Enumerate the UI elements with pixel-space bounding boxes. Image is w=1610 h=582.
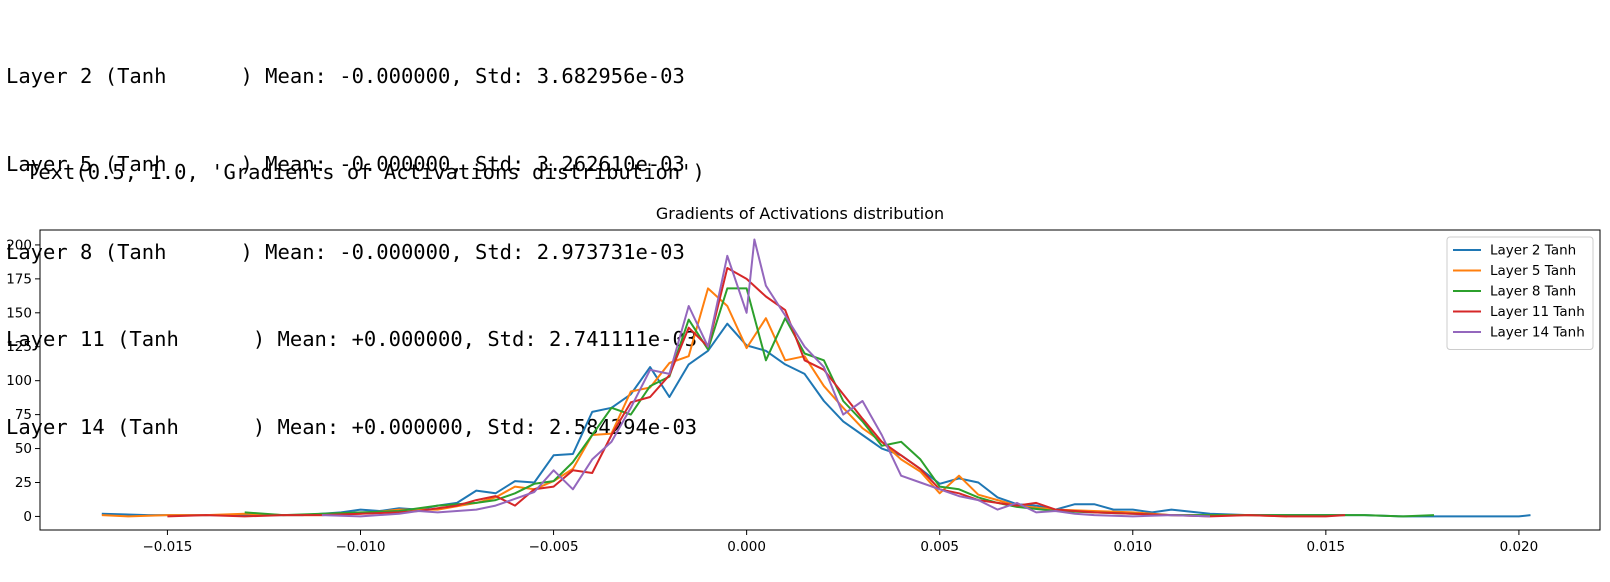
- y-tick-label: 200: [6, 237, 32, 253]
- legend: Layer 2 Tanh Layer 5 Tanh Layer 8 Tanh Laye…: [1446, 236, 1594, 350]
- y-tick-label: 175: [6, 271, 32, 287]
- y-tick-label: 150: [6, 305, 32, 321]
- legend-label: Layer 2 Tanh: [1490, 243, 1576, 259]
- legend-label: Layer 5 Tanh: [1490, 263, 1576, 279]
- repr-output-line: Text(0.5, 1.0, 'Gradients of Activations…: [26, 160, 705, 184]
- log-line: Layer 2 (Tanh ) Mean: -0.000000, Std: 3.…: [6, 64, 685, 89]
- axis-ticks: −0.015 −0.010 −0.005 0.000 0.005 0.010 0.015 0.…: [6, 237, 1538, 555]
- chart-title: Gradients of Activations distribution: [656, 204, 944, 223]
- x-tick-label: 0.020: [1500, 539, 1539, 555]
- log-line: Layer 5 (Tanh ) Mean: -0.000000, Std: 3.…: [6, 152, 685, 177]
- x-tick-label: −0.010: [336, 539, 386, 555]
- line-chart: Gradients of Activations distribution −0…: [6, 204, 1601, 555]
- y-tick-label: 75: [15, 407, 32, 423]
- x-tick-label: 0.010: [1113, 539, 1152, 555]
- x-tick-label: 0.000: [727, 539, 766, 555]
- legend-label: Layer 11 Tanh: [1490, 304, 1585, 320]
- axes-frame: [39, 229, 1601, 531]
- x-tick-label: 0.015: [1307, 539, 1346, 555]
- series-line-layer-11-tanh: [167, 267, 1346, 518]
- log-line: Layer 14 (Tanh ) Mean: +0.000000, Std: 2…: [6, 414, 698, 439]
- x-tick-label: −0.005: [529, 539, 579, 555]
- y-tick-label: 125: [6, 339, 32, 355]
- plot-frame: [39, 229, 1601, 531]
- y-tick-label: 0: [23, 509, 32, 525]
- series-line-layer-5-tanh: [101, 287, 1288, 518]
- series-lines: [101, 238, 1531, 518]
- legend-box: [1446, 236, 1594, 350]
- series-line-layer-2-tanh: [101, 322, 1531, 518]
- cell-output-log: Layer 2 (Tanh ) Mean: -0.000000, Std: 3.…: [6, 4, 697, 471]
- legend-label: Layer 14 Tanh: [1490, 325, 1585, 341]
- y-tick-label: 50: [15, 441, 32, 457]
- log-line: Layer 11 (Tanh ) Mean: +0.000000, Std: 2…: [6, 327, 698, 352]
- x-tick-label: 0.005: [920, 539, 959, 555]
- log-line: Layer 8 (Tanh ) Mean: -0.000000, Std: 2.…: [6, 239, 685, 264]
- y-tick-label: 100: [6, 373, 32, 389]
- legend-label: Layer 8 Tanh: [1490, 284, 1576, 300]
- series-line-layer-14-tanh: [321, 238, 1211, 518]
- y-tick-label: 25: [15, 475, 32, 491]
- x-tick-label: −0.015: [142, 539, 192, 555]
